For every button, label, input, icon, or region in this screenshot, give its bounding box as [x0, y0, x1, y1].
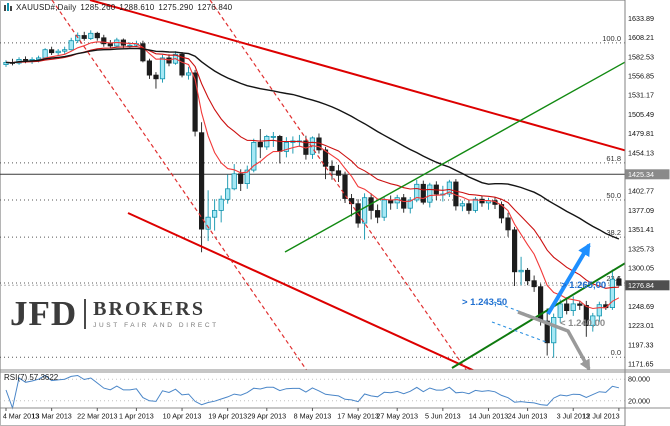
rsi-line: [5, 374, 620, 410]
date-tick: 22 Mar 2013: [77, 412, 117, 421]
price-tick: 1454.13: [628, 148, 654, 157]
logo-brokers-text: BROKERS: [93, 297, 205, 320]
steep-channel-line-1[interactable]: [51, 0, 345, 426]
fib-label: 50.0: [606, 191, 621, 200]
target-above-1265[interactable]: > 1.265,00: [561, 280, 606, 291]
bullish-scenario-arrow[interactable]: [546, 242, 591, 316]
price-tick: 1556.85: [628, 71, 654, 80]
broker-logo: JFD BROKERS JUST FAIR AND DIRECT: [10, 296, 219, 331]
price-tick: 1377.09: [628, 206, 654, 215]
date-tick: 5 Jun 2013: [425, 412, 461, 421]
candlesticks: [3, 30, 622, 358]
date-tick: 12 Jul 2013: [582, 412, 619, 421]
fib-label: 23.6: [606, 274, 621, 283]
risk-below-1240[interactable]: < 1.240,00: [560, 318, 605, 329]
date-tick: 1 Apr 2013: [119, 412, 154, 421]
price-tick: 1197.33: [628, 340, 653, 349]
date-tick: 17 May 2013: [337, 412, 379, 421]
price-tick: 1531.17: [628, 91, 654, 100]
fib-label: 61.8: [606, 154, 621, 163]
ma-ema-18: [5, 45, 619, 289]
price-tick: 1479.81: [628, 129, 654, 138]
level-price-box-text: 1425.34: [628, 170, 654, 179]
price-tick: 1248.69: [628, 302, 654, 311]
rsi-indicator-label: RSI(7) 57.3622: [4, 373, 59, 382]
current-price-box: [625, 280, 670, 291]
date-tick: 19 Apr 2013: [208, 412, 247, 421]
date-tick: 29 Apr 2013: [247, 412, 286, 421]
symbol-timeframe: XAUUSD#,Daily: [16, 3, 77, 12]
logo-divider: [84, 298, 87, 329]
chart-icon: [4, 3, 12, 11]
price-tick: 1223.01: [628, 321, 654, 330]
rsi-tick: 20.000: [628, 396, 650, 405]
date-tick: 8 May 2013: [294, 412, 332, 421]
ohlc-close: 1276.840: [197, 3, 233, 12]
descending-channel-support[interactable]: [127, 212, 556, 408]
bearish-scenario-arrow[interactable]: [517, 310, 591, 370]
date-tick: 10 Apr 2013: [163, 412, 202, 421]
ma-ema-8: [5, 41, 620, 310]
date-tick: 27 May 2013: [376, 412, 418, 421]
level-price-box: [625, 169, 670, 180]
price-tick: 1325.73: [628, 244, 654, 253]
ohlc-high: 1288.610: [119, 3, 155, 12]
ohlc-low: 1275.290: [158, 3, 194, 12]
trigger-above-1243[interactable]: > 1.243,50: [462, 297, 507, 308]
fib-label: 100.0: [602, 34, 621, 43]
descending-resistance-line[interactable]: [89, 0, 670, 163]
ma-sma-45: [5, 47, 620, 240]
steep-channel-line-2[interactable]: [209, 0, 505, 426]
date-tick: 14 Jun 2013: [469, 412, 509, 421]
date-tick: 24 Jun 2013: [508, 412, 548, 421]
price-tick: 1300.05: [628, 263, 654, 272]
ohlc-open: 1285.260: [80, 3, 116, 12]
price-tick: 1633.89: [628, 14, 654, 23]
rsi-tick: 80.000: [628, 375, 650, 384]
long-uptrend-line[interactable]: [284, 37, 670, 253]
price-tick: 1582.53: [628, 52, 654, 61]
price-tick: 1608.21: [628, 33, 654, 42]
price-tick: 1351.41: [628, 225, 654, 234]
date-tick: 3 Jul 2013: [557, 412, 590, 421]
price-tick: 1171.65: [628, 359, 653, 368]
price-axis[interactable]: 1633.89 1608.21 1582.53 1556.85 1531.17 1505.…: [624, 0, 670, 426]
current-price-box-text: 1276.84: [628, 281, 654, 290]
logo-tagline-text: JUST FAIR AND DIRECT: [93, 321, 219, 329]
price-tick: 1505.49: [628, 110, 654, 119]
chart-info-bar: XAUUSD#,Daily 1285.260 1288.610 1275.290…: [3, 3, 232, 12]
date-tick: 4 Mar 2013: [3, 412, 39, 421]
fib-label: 0.0: [611, 348, 621, 357]
price-tick: 1402.77: [628, 187, 654, 196]
rsi-pane[interactable]: [0, 374, 625, 410]
short-uptrend-support[interactable]: [451, 236, 670, 369]
fib-label: 38.2: [606, 228, 621, 237]
logo-jfd-text: JFD: [10, 294, 78, 333]
date-tick: 13 Mar 2013: [31, 412, 71, 421]
